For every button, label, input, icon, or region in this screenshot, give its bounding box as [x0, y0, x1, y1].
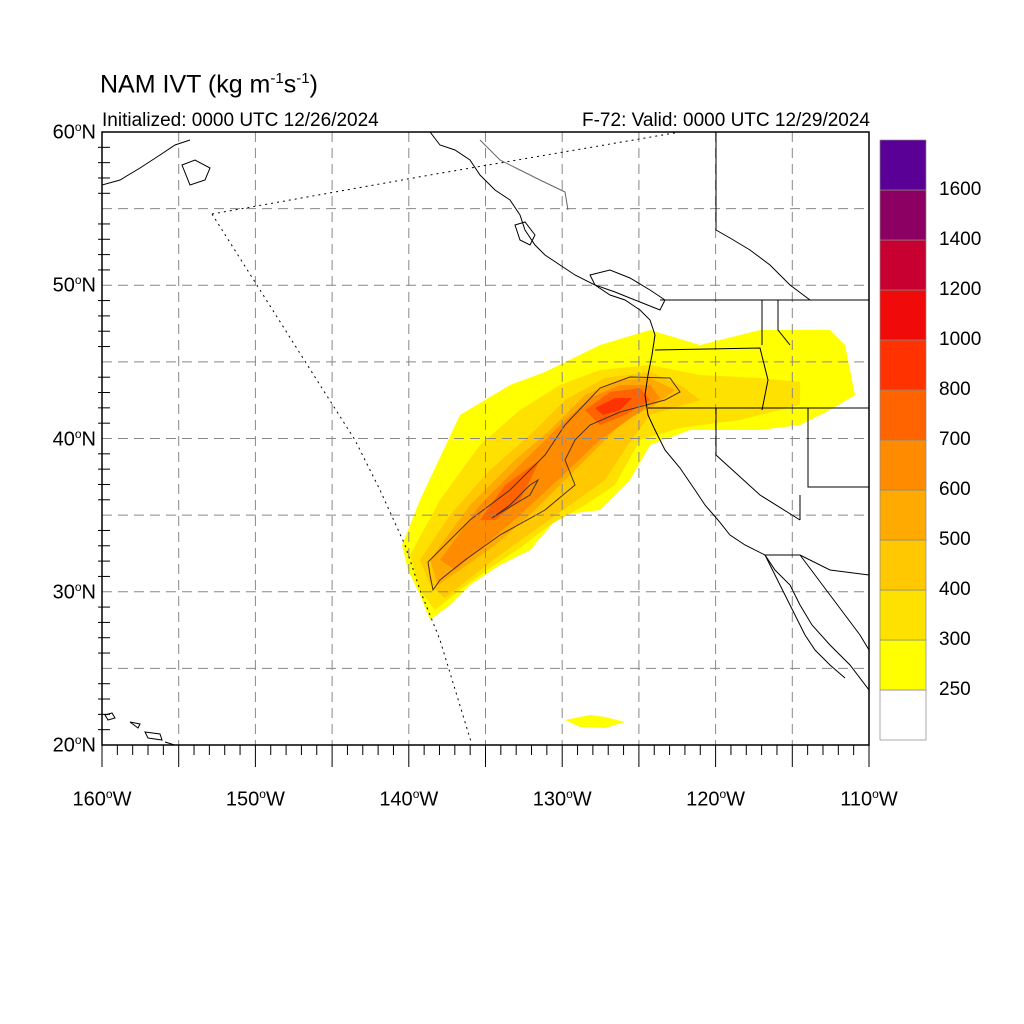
- colorbar-label: 1400: [939, 229, 982, 250]
- coastline-haida-gwaii: [514, 221, 536, 246]
- coastline-gulf-california: [799, 554, 869, 651]
- political-boundaries: [211, 132, 869, 745]
- contour-outer: [427, 376, 681, 592]
- contour-inner: [491, 478, 540, 519]
- coastline-baja: [764, 554, 846, 679]
- ivt-250-blob-south: [565, 715, 625, 728]
- lat-label: 40oN: [52, 426, 96, 451]
- colorbar-swatch: [879, 639, 927, 691]
- colorbar-swatch: [879, 139, 927, 191]
- lat-label: 30oN: [52, 579, 96, 604]
- map-gridlines: [102, 132, 869, 745]
- coastline-alaska-west: [102, 139, 191, 186]
- lon-label: 120oW: [686, 787, 746, 811]
- colorbar-swatch: [879, 289, 927, 341]
- us-mexico-border: [765, 554, 869, 576]
- colorbar-label: 300: [939, 629, 971, 650]
- state-borders-west: [648, 300, 869, 521]
- colorbar-label: 600: [939, 479, 971, 500]
- lon-label: 160oW: [72, 787, 132, 811]
- colorbar-swatch: [879, 689, 927, 741]
- colorbar-label: 1200: [939, 279, 982, 300]
- colorbar-swatch: [879, 489, 927, 541]
- lat-label: 50oN: [52, 273, 96, 297]
- ivt-shading: [402, 330, 855, 728]
- ivt-600-band: [440, 385, 660, 570]
- colorbar-swatch: [879, 189, 927, 241]
- coastline-kodiak: [181, 159, 211, 186]
- colorbar-label: 1600: [939, 179, 982, 200]
- colorbar-label: 400: [939, 579, 971, 600]
- international-date-line: [211, 132, 681, 745]
- colorbar-swatch: [879, 339, 927, 391]
- coastline-alaska-bc: [429, 132, 869, 691]
- coastline-hawaii: [104, 712, 177, 745]
- colorbar-label: 500: [939, 529, 971, 550]
- colorbar-swatch: [879, 439, 927, 491]
- lon-label: 110oW: [840, 787, 898, 811]
- colorbar-swatch: [879, 589, 927, 641]
- lon-label: 150oW: [225, 787, 285, 811]
- ivt-700-band: [480, 388, 650, 520]
- coastlines: [102, 132, 869, 745]
- alaska-canada-border: [479, 139, 569, 211]
- colorbar-swatch: [879, 239, 927, 291]
- lon-label: 130oW: [532, 787, 592, 811]
- colorbar-label: 700: [939, 429, 971, 450]
- coastline-vancouver-island: [589, 269, 666, 311]
- lat-label: 20oN: [52, 733, 96, 757]
- ivt-800-band: [595, 398, 632, 415]
- axis-ticks: [98, 146, 870, 767]
- valid-time: F-72: Valid: 0000 UTC 12/29/2024: [582, 110, 870, 131]
- colorbar-label: 1000: [939, 329, 982, 350]
- initialized-time: Initialized: 0000 UTC 12/26/2024: [102, 110, 379, 131]
- lat-label: 60oN: [52, 120, 96, 144]
- map-title: NAM IVT (kg m-1s-1): [100, 70, 318, 99]
- colorbar-swatch: [879, 539, 927, 591]
- colorbar: [879, 139, 927, 741]
- lon-label: 140oW: [379, 787, 439, 811]
- ivt-contours: [427, 376, 681, 592]
- british-columbia-border: [715, 132, 811, 301]
- colorbar-swatch: [879, 389, 927, 441]
- colorbar-label: 250: [939, 679, 971, 700]
- colorbar-label: 800: [939, 379, 971, 400]
